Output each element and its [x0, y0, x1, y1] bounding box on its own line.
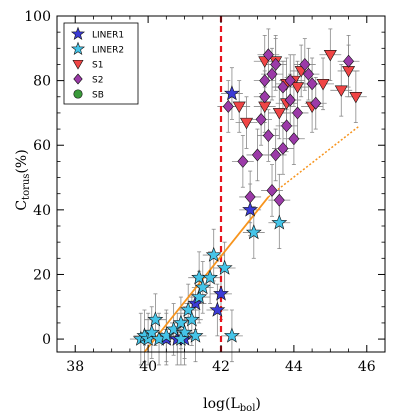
point-liner1: [223, 85, 240, 101]
legend-marker-sb: [73, 89, 83, 99]
point-liner2: [191, 288, 208, 304]
point-s2: [299, 57, 311, 71]
point-s2: [237, 154, 249, 168]
point-s1: [272, 108, 286, 120]
point-s2: [270, 57, 282, 71]
x-tick-label: 44: [285, 359, 303, 375]
legend-label-liner2: LINER2: [92, 46, 124, 56]
y-axis-title: Ctorus(%): [14, 149, 32, 210]
point-s2: [262, 129, 274, 143]
point-s2: [343, 54, 355, 68]
point-liner1: [242, 201, 259, 217]
point-s1: [232, 101, 246, 114]
point-s1: [342, 66, 356, 78]
point-liner2: [172, 314, 189, 330]
point-s2: [266, 67, 278, 81]
point-s1: [291, 82, 305, 94]
point-s2: [310, 96, 322, 110]
point-s2: [277, 80, 289, 94]
legend-label-liner1: LINER1: [92, 31, 124, 41]
point-liner2: [216, 259, 233, 275]
point-s2: [255, 112, 267, 126]
point-s2: [251, 148, 263, 162]
data-points: [132, 48, 363, 346]
point-liner2: [245, 224, 262, 240]
point-liner2: [223, 327, 240, 343]
point-s2: [270, 148, 282, 162]
y-tick-label: 0: [42, 332, 51, 348]
legend-label-s2: S2: [92, 76, 103, 86]
y-tick-label: 60: [33, 138, 51, 154]
y-tick-label: 20: [33, 267, 51, 283]
point-s2: [259, 74, 271, 88]
point-s2: [288, 132, 300, 146]
y-tick-label: 80: [33, 74, 51, 90]
point-s2: [222, 99, 234, 113]
point-liner2: [271, 214, 288, 230]
point-s2: [281, 119, 293, 133]
point-s2: [244, 190, 256, 204]
point-liner1: [209, 301, 226, 317]
point-s1: [349, 91, 363, 104]
point-liner2: [143, 324, 160, 340]
x-tick-label: 42: [212, 359, 230, 375]
point-liner2: [205, 246, 222, 262]
legend-label-s1: S1: [92, 61, 103, 71]
legend-marker-liner2: [70, 41, 86, 56]
x-tick-label: 46: [358, 359, 376, 375]
point-s2: [259, 90, 271, 104]
point-liner2: [183, 311, 200, 327]
legend-marker-s1: [72, 59, 84, 70]
legend-marker-s2: [73, 73, 83, 85]
point-s1: [316, 79, 330, 91]
x-axis-title: log(Lbol): [203, 396, 261, 414]
point-s2: [284, 93, 296, 107]
point-liner2: [194, 279, 211, 295]
legend-label-sb: SB: [92, 91, 104, 101]
point-liner2: [147, 311, 164, 327]
point-liner2: [187, 327, 204, 343]
legend: LINER1 LINER2 S1 S2 SB: [63, 22, 139, 105]
point-s1: [323, 49, 337, 62]
point-liner2: [176, 324, 193, 340]
fit-line-solid: [143, 196, 270, 353]
x-tick-label: 38: [66, 359, 84, 375]
point-s1: [334, 85, 348, 97]
point-s2: [273, 193, 285, 207]
point-liner2: [180, 301, 197, 317]
point-s1: [258, 101, 272, 114]
point-s2: [277, 141, 289, 155]
fit-line-dotted: [267, 125, 360, 198]
point-liner1: [213, 285, 229, 301]
y-tick-label: 40: [33, 203, 51, 219]
point-s2: [262, 48, 274, 62]
legend-marker-liner1: [70, 26, 86, 41]
axes: 38 40 42 44 46 0 20 40 60 80 100: [24, 9, 386, 375]
x-tick-label: 40: [139, 359, 157, 375]
point-s2: [302, 67, 314, 81]
point-s2: [284, 74, 296, 88]
point-liner2: [173, 330, 189, 346]
point-s1: [239, 117, 254, 130]
point-liner2: [202, 269, 218, 285]
y-tick-label: 100: [24, 9, 51, 25]
point-s2: [306, 77, 318, 91]
point-s2: [266, 183, 278, 197]
point-s2: [292, 106, 304, 120]
